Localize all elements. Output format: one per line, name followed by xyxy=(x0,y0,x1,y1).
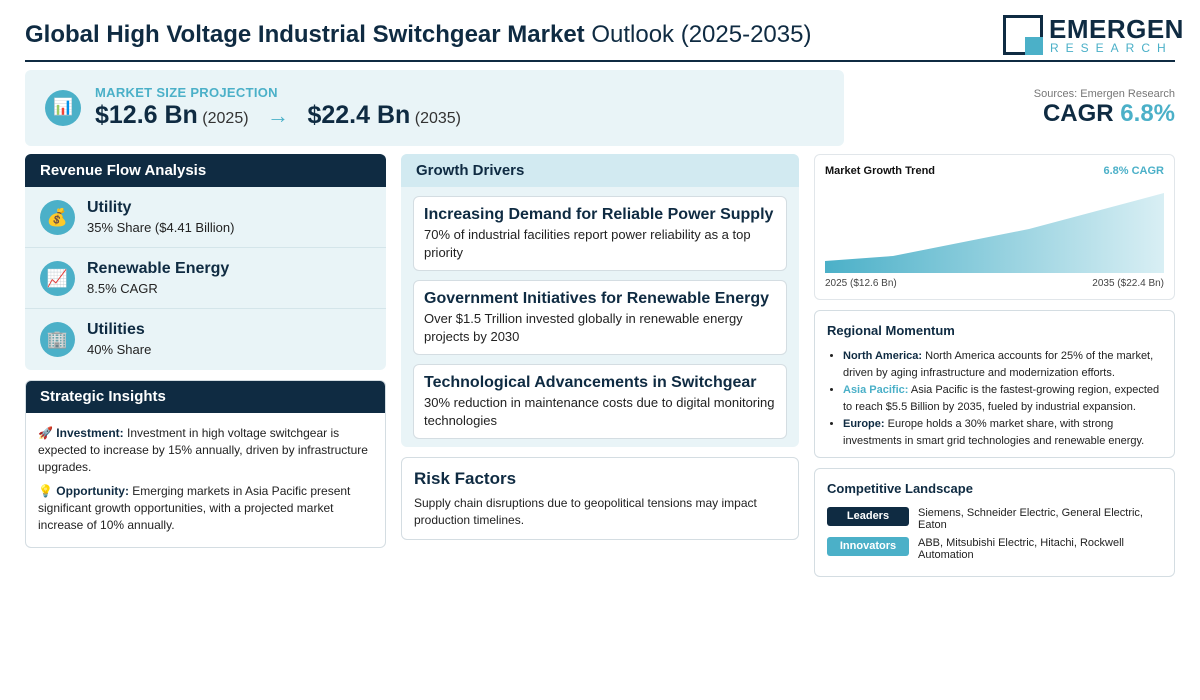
growth-drivers-panel: Growth Drivers Increasing Demand for Rel… xyxy=(401,154,799,447)
region-name: Europe: xyxy=(843,418,885,430)
strategic-insights-heading: Strategic Insights xyxy=(26,381,385,413)
page-title-rest: Outlook (2025-2035) xyxy=(591,21,812,48)
cagr-value: 6.8% xyxy=(1120,100,1175,127)
revenue-item: 🏢 Utilities 40% Share xyxy=(25,309,386,370)
region-name: Asia Pacific: xyxy=(843,384,909,396)
cagr-label: CAGR xyxy=(1042,100,1114,127)
region-item: Asia Pacific: Asia Pacific is the fastes… xyxy=(843,382,1162,415)
page-title: Global High Voltage Industrial Switchgea… xyxy=(25,21,811,49)
start-value: $12.6 Bn xyxy=(95,101,198,129)
trend-heading: Market Growth Trend xyxy=(825,165,936,177)
regional-heading: Regional Momentum xyxy=(827,323,955,338)
innovators-badge: Innovators xyxy=(827,537,909,556)
logo-mark-icon xyxy=(1003,15,1043,55)
end-value: $22.4 Bn xyxy=(307,101,411,129)
region-item: Europe: Europe holds a 30% market share,… xyxy=(843,416,1162,449)
insight-text: Emerging markets in Asia Pacific present… xyxy=(38,484,351,532)
revenue-item: 📈 Renewable Energy 8.5% CAGR xyxy=(25,248,386,309)
logo-sub-text: RESEARCH xyxy=(1050,41,1173,55)
revenue-item-title: Utility xyxy=(87,199,132,216)
region-text: Asia Pacific is the fastest-growing regi… xyxy=(843,384,1160,413)
revenue-item-title: Renewable Energy xyxy=(87,260,230,277)
cagr-headline: CAGR 6.8% xyxy=(1034,100,1175,128)
bar-chart-icon: 📊 xyxy=(45,90,81,126)
competitive-landscape-panel: Competitive Landscape Leaders Siemens, S… xyxy=(814,468,1175,577)
start-year: (2025) xyxy=(202,110,249,127)
driver-title: Government Initiatives for Renewable Ene… xyxy=(424,290,769,307)
market-size-projection: 📊 MARKET SIZE PROJECTION $12.6 Bn (2025)… xyxy=(25,70,844,146)
regional-list: North America: North America accounts fo… xyxy=(827,348,1162,449)
driver-card: Increasing Demand for Reliable Power Sup… xyxy=(413,196,787,271)
trend-cagr: 6.8% CAGR xyxy=(1103,165,1164,177)
driver-card: Government Initiatives for Renewable Ene… xyxy=(413,280,787,355)
insight-item: 💡 Opportunity: Emerging markets in Asia … xyxy=(38,483,373,534)
competitive-heading: Competitive Landscape xyxy=(827,481,973,496)
trend-area xyxy=(825,193,1164,273)
revenue-item-subtitle: 40% Share xyxy=(87,342,152,357)
driver-description: 30% reduction in maintenance costs due t… xyxy=(424,395,775,428)
sources-text: Sources: Emergen Research xyxy=(1033,88,1175,100)
leaders-list: Siemens, Schneider Electric, General Ele… xyxy=(918,507,1143,531)
region-item: North America: North America accounts fo… xyxy=(843,348,1162,381)
driver-title: Technological Advancements in Switchgear xyxy=(424,374,757,391)
driver-title: Increasing Demand for Reliable Power Sup… xyxy=(424,206,774,223)
revenue-flow-heading: Revenue Flow Analysis xyxy=(25,154,386,187)
revenue-item-title: Utilities xyxy=(87,321,145,338)
region-text: Europe holds a 30% market share, with st… xyxy=(843,418,1145,447)
market-growth-trend-panel: Market Growth Trend 6.8% CAGR 2025 ($12.… xyxy=(814,154,1175,300)
logo-main-text: EMERGEN xyxy=(1049,14,1184,44)
projection-values: $12.6 Bn (2025) → $22.4 Bn (2035) xyxy=(95,101,461,130)
insight-label: Opportunity: xyxy=(56,484,129,498)
lightbulb-icon: 💡 xyxy=(38,484,53,498)
revenue-item: 💰 Utility 35% Share ($4.41 Billion) xyxy=(25,187,386,248)
money-bag-icon: 💰 xyxy=(40,200,75,235)
insights-body: 🚀 Investment: Investment in high voltage… xyxy=(26,413,385,534)
driver-card: Technological Advancements in Switchgear… xyxy=(413,364,787,439)
risk-factors-text: Supply chain disruptions due to geopolit… xyxy=(414,496,757,527)
cagr-summary: Sources: Emergen Research CAGR 6.8% xyxy=(1034,88,1175,128)
innovators-list: ABB, Mitsubishi Electric, Hitachi, Rockw… xyxy=(918,537,1125,561)
revenue-item-subtitle: 35% Share ($4.41 Billion) xyxy=(87,220,235,235)
risk-factors-heading: Risk Factors xyxy=(414,469,517,488)
risk-factors-panel: Risk Factors Supply chain disruptions du… xyxy=(401,457,799,540)
insight-item: 🚀 Investment: Investment in high voltage… xyxy=(38,425,373,476)
growth-drivers-heading: Growth Drivers xyxy=(401,154,799,187)
trend-area-chart xyxy=(825,193,1164,273)
projection-label: MARKET SIZE PROJECTION xyxy=(95,85,278,100)
leaders-badge: Leaders xyxy=(827,507,909,526)
insight-text: Investment in high voltage switchgear is… xyxy=(38,426,368,474)
driver-description: Over $1.5 Trillion invested globally in … xyxy=(424,311,743,344)
emergen-logo: EMERGEN RESEARCH xyxy=(1003,14,1183,56)
region-name: North America: xyxy=(843,350,923,362)
driver-description: 70% of industrial facilities report powe… xyxy=(424,227,751,260)
trend-start-label: 2025 ($12.6 Bn) xyxy=(825,278,897,289)
end-year: (2035) xyxy=(414,110,461,127)
region-text: North America accounts for 25% of the ma… xyxy=(843,350,1154,379)
regional-momentum-panel: Regional Momentum North America: North A… xyxy=(814,310,1175,458)
rocket-icon: 🚀 xyxy=(38,426,53,440)
trend-up-icon: 📈 xyxy=(40,261,75,296)
insight-label: Investment: xyxy=(56,426,124,440)
revenue-flow-panel: Revenue Flow Analysis 💰 Utility 35% Shar… xyxy=(25,154,386,370)
page-header: Global High Voltage Industrial Switchgea… xyxy=(25,12,1183,62)
arrow-right-icon: → xyxy=(267,103,289,128)
building-icon: 🏢 xyxy=(40,322,75,357)
strategic-insights-panel: Strategic Insights 🚀 Investment: Investm… xyxy=(25,380,386,548)
trend-end-label: 2035 ($22.4 Bn) xyxy=(1092,278,1164,289)
page-title-bold: Global High Voltage Industrial Switchgea… xyxy=(25,21,585,48)
revenue-item-subtitle: 8.5% CAGR xyxy=(87,281,158,296)
